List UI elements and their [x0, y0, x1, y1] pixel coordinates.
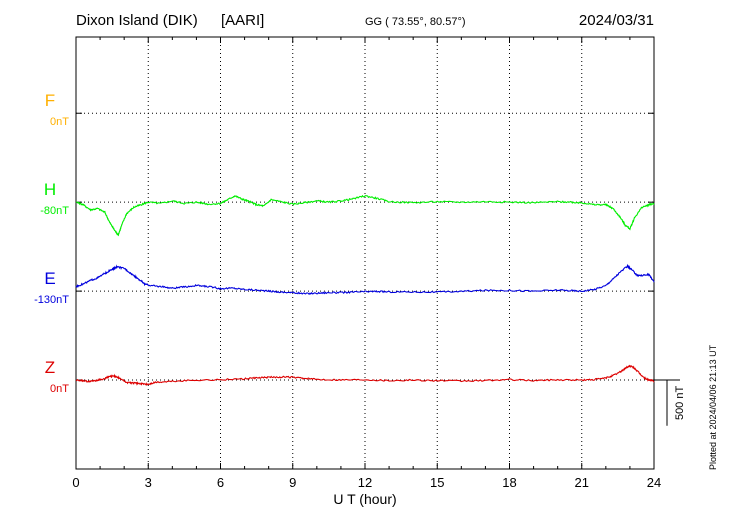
series-line-H [75, 194, 655, 237]
x-tick-label-15: 15 [430, 475, 444, 490]
series-group [75, 194, 655, 386]
chart-title-station: Dixon Island (DIK) [76, 12, 198, 29]
series-name-E: E [44, 269, 55, 288]
x-tick-label-0: 0 [72, 475, 79, 490]
chart-date: 2024/03/31 [579, 12, 654, 29]
series-line-Z [75, 364, 655, 386]
series-labels: F 0nT H -80nT E -130nT Z 0nT [34, 91, 69, 395]
x-axis-ticks: 0 3 6 9 12 15 18 21 24 [72, 37, 661, 490]
x-tick-label-6: 6 [217, 475, 224, 490]
series-baseline-label-H: -80nT [40, 205, 69, 217]
series-name-H: H [44, 180, 56, 199]
x-tick-label-9: 9 [289, 475, 296, 490]
series-name-Z: Z [45, 358, 55, 377]
series-baseline-label-Z: 0nT [50, 383, 69, 395]
series-baseline-label-F: 0nT [50, 116, 69, 128]
x-tick-label-24: 24 [647, 475, 661, 490]
x-tick-label-21: 21 [575, 475, 589, 490]
scale-bar: 500 nT [654, 379, 686, 426]
plotted-at-note: Plotted at 2024/04/06 21:13 UT [708, 344, 718, 470]
x-tick-label-18: 18 [502, 475, 516, 490]
x-axis-title: U T (hour) [333, 491, 396, 507]
chart-coordinates: GG ( 73.55°, 80.57°) [365, 16, 466, 28]
x-tick-label-12: 12 [358, 475, 372, 490]
series-baseline-label-E: -130nT [34, 294, 69, 306]
scale-bar-label: 500 nT [674, 386, 686, 421]
x-tick-label-3: 3 [145, 475, 152, 490]
series-name-F: F [45, 91, 55, 110]
grid-lines [76, 37, 654, 469]
chart-title-institute: [AARI] [221, 12, 264, 29]
series-line-E [75, 263, 655, 295]
